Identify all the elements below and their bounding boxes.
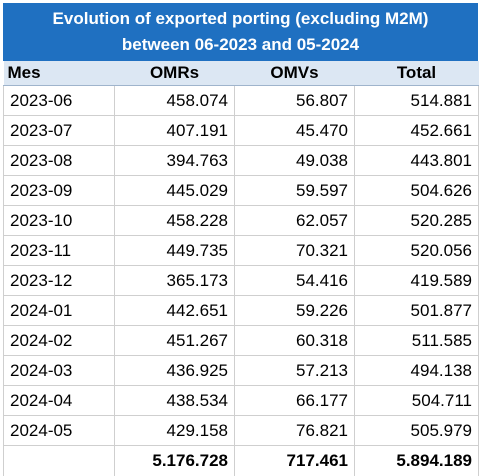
omvs-cell: 56.807 — [235, 86, 355, 116]
omvs-cell: 54.416 — [235, 266, 355, 296]
total-cell: 504.626 — [355, 176, 479, 206]
mes-cell: 2023-07 — [4, 116, 115, 146]
mes-cell: 2024-04 — [4, 386, 115, 416]
mes-cell: 2024-02 — [4, 326, 115, 356]
mes-cell: 2023-06 — [4, 86, 115, 116]
column-header-omrs: OMRs — [115, 61, 235, 86]
omrs-cell: 438.534 — [115, 386, 235, 416]
total-cell: 452.661 — [355, 116, 479, 146]
omvs-cell: 59.226 — [235, 296, 355, 326]
omrs-cell: 394.763 — [115, 146, 235, 176]
omvs-cell: 76.821 — [235, 416, 355, 446]
mes-cell: 2023-10 — [4, 206, 115, 236]
mes-cell: 2023-08 — [4, 146, 115, 176]
totals-total-cell: 5.894.189 — [355, 446, 479, 476]
omrs-cell: 451.267 — [115, 326, 235, 356]
omrs-cell: 449.735 — [115, 236, 235, 266]
omvs-cell: 70.321 — [235, 236, 355, 266]
table-title-line-2: between 06-2023 and 05-2024 — [3, 32, 478, 58]
column-header-total: Total — [355, 61, 479, 86]
total-cell: 505.979 — [355, 416, 479, 446]
header-row: Mes OMRs OMVs Total — [4, 61, 479, 86]
omvs-cell: 60.318 — [235, 326, 355, 356]
mes-cell: 2023-09 — [4, 176, 115, 206]
totals-omvs-cell: 717.461 — [235, 446, 355, 476]
omrs-cell: 429.158 — [115, 416, 235, 446]
column-header-omvs: OMVs — [235, 61, 355, 86]
omrs-cell: 407.191 — [115, 116, 235, 146]
total-cell: 511.585 — [355, 326, 479, 356]
omrs-cell: 442.651 — [115, 296, 235, 326]
mes-cell: 2024-03 — [4, 356, 115, 386]
omrs-cell: 445.029 — [115, 176, 235, 206]
mes-cell: 2023-12 — [4, 266, 115, 296]
omvs-cell: 57.213 — [235, 356, 355, 386]
total-cell: 514.881 — [355, 86, 479, 116]
omvs-cell: 62.057 — [235, 206, 355, 236]
mes-cell: 2023-11 — [4, 236, 115, 266]
totals-mes-cell — [4, 446, 115, 476]
total-cell: 520.056 — [355, 236, 479, 266]
total-cell: 443.801 — [355, 146, 479, 176]
omrs-cell: 436.925 — [115, 356, 235, 386]
table-title-line-1: Evolution of exported porting (excluding… — [3, 6, 478, 32]
total-cell: 501.877 — [355, 296, 479, 326]
omrs-cell: 458.074 — [115, 86, 235, 116]
omvs-cell: 66.177 — [235, 386, 355, 416]
table-title: Evolution of exported porting (excluding… — [3, 3, 478, 61]
porting-table-panel: Evolution of exported porting (excluding… — [3, 3, 478, 476]
totals-row: 5.176.728 717.461 5.894.189 — [4, 446, 479, 476]
omrs-cell: 365.173 — [115, 266, 235, 296]
omvs-cell: 45.470 — [235, 116, 355, 146]
mes-cell: 2024-05 — [4, 416, 115, 446]
total-cell: 419.589 — [355, 266, 479, 296]
total-cell: 494.138 — [355, 356, 479, 386]
omvs-cell: 59.597 — [235, 176, 355, 206]
omrs-cell: 458.228 — [115, 206, 235, 236]
total-cell: 504.711 — [355, 386, 479, 416]
mes-cell: 2024-01 — [4, 296, 115, 326]
totals-omrs-cell: 5.176.728 — [115, 446, 235, 476]
total-cell: 520.285 — [355, 206, 479, 236]
column-header-mes: Mes — [4, 61, 115, 86]
omvs-cell: 49.038 — [235, 146, 355, 176]
